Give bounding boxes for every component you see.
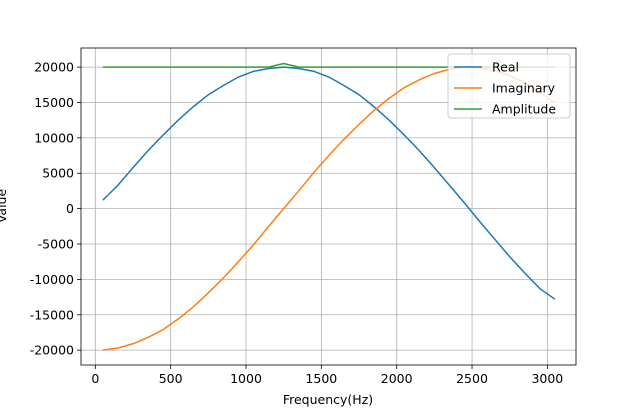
x-tick-label: 2000 <box>381 371 413 386</box>
x-tick-label: 500 <box>159 371 183 386</box>
x-tick-label: 2500 <box>456 371 488 386</box>
x-axis-label: Frequency(Hz) <box>283 392 373 407</box>
y-tick-label: -5000 <box>38 237 74 252</box>
y-tick-label: 20000 <box>34 60 74 75</box>
data-line <box>102 66 556 300</box>
y-tick-label: 0 <box>66 201 74 216</box>
legend-label: Real <box>492 60 519 75</box>
y-tick-label: 5000 <box>42 166 74 181</box>
y-tick-label: -20000 <box>30 343 74 358</box>
legend-box <box>447 53 571 119</box>
y-tick-label: -10000 <box>30 272 74 287</box>
legend-label: Amplitude <box>492 102 556 117</box>
y-axis-label: Value <box>0 189 9 224</box>
x-tick-label: 1500 <box>305 371 337 386</box>
x-tick-label: 3000 <box>531 371 563 386</box>
y-tick-label: 15000 <box>34 95 74 110</box>
legend: Real Imaginary Amplitude <box>447 53 571 119</box>
y-tick-label: -15000 <box>30 307 74 322</box>
x-tick-label: 0 <box>91 371 99 386</box>
legend-label: Imaginary <box>492 81 556 96</box>
y-tick-label: 10000 <box>34 130 74 145</box>
x-tick-label: 1000 <box>230 371 262 386</box>
plot-frame <box>80 47 577 366</box>
